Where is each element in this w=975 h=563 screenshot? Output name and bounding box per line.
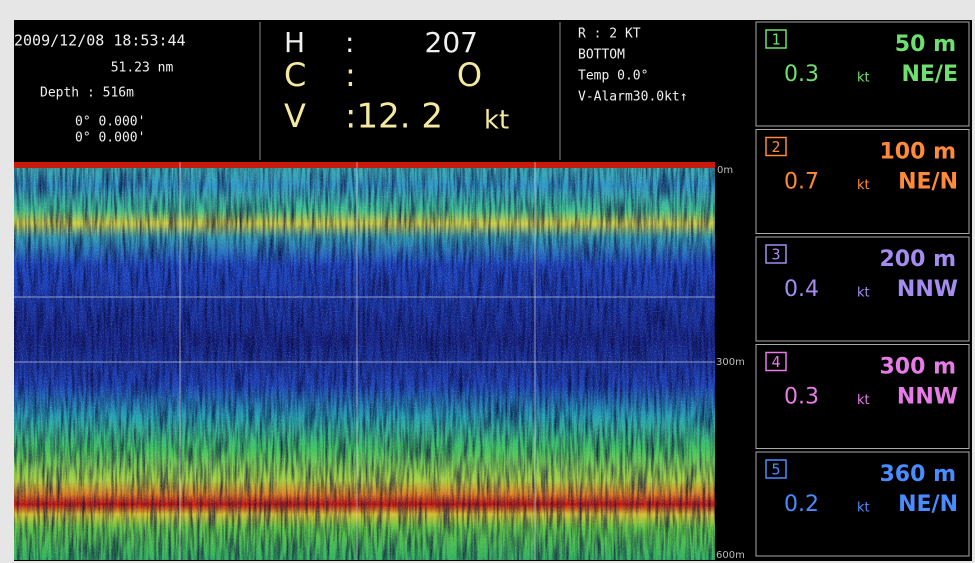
layer-depth: 100 m — [879, 140, 956, 165]
layer-speed: 0.3 — [784, 62, 819, 87]
layer-index-box — [765, 29, 787, 49]
readout-sep: : — [345, 56, 356, 94]
layer-depth: 360 m — [879, 462, 956, 487]
layer-panel — [755, 236, 970, 342]
layer-direction: NE/E — [901, 62, 958, 87]
layer-panel — [755, 21, 970, 127]
layer-unit: kt — [857, 286, 870, 301]
layer-speed: 0.4 — [784, 277, 819, 302]
layer-speed: 0.2 — [784, 492, 819, 517]
layer-depth: 50 m — [895, 32, 956, 57]
layer-index: 5 — [771, 461, 780, 479]
readout-sep: : — [345, 26, 354, 59]
depth-label: 0m — [717, 165, 733, 176]
layer-index-box — [765, 351, 787, 372]
status-line: R : 2 KT — [578, 27, 641, 42]
status-line: Temp 0.0° — [578, 69, 648, 84]
readout-label: C — [284, 56, 306, 94]
echogram: 0m 300m 600m — [14, 162, 745, 561]
layer-index: 1 — [771, 31, 780, 49]
layer-speed: 0.3 — [784, 385, 819, 410]
layer-unit: kt — [857, 501, 870, 516]
distance: 51.23 nm — [111, 61, 174, 76]
layer-index: 4 — [771, 353, 780, 371]
readout-value: O — [457, 56, 482, 94]
status-line: BOTTOM — [578, 48, 625, 63]
layer-index: 2 — [771, 138, 780, 156]
layer-unit: kt — [857, 178, 870, 193]
layer-unit: kt — [857, 71, 870, 86]
layer-direction: NNW — [897, 277, 958, 302]
readout-sep: :12. 2 — [345, 97, 443, 137]
echo-speckle — [14, 162, 715, 560]
position: 0° 0.000' — [75, 131, 145, 146]
depth: Depth : 516m — [40, 86, 134, 101]
layer-depth: 300 m — [879, 355, 956, 380]
position: 0° 0.000' — [75, 115, 145, 130]
surface-line — [14, 162, 715, 168]
layer-direction: NE/N — [898, 492, 958, 517]
layer-index-box — [765, 244, 787, 264]
readout-value: 207 — [425, 26, 478, 59]
readout-label: V — [284, 97, 306, 135]
layer-index-box — [765, 136, 787, 157]
layer-direction: NNW — [897, 385, 958, 410]
readout-unit: kt — [484, 106, 509, 136]
datetime: 2009/12/08 18:53:44 — [14, 32, 186, 50]
readout-label: H — [284, 26, 305, 59]
status-line: V-Alarm30.0kt↑ — [578, 90, 688, 105]
layer-speed: 0.7 — [784, 170, 819, 195]
layer-index: 3 — [771, 246, 780, 264]
layer-direction: NE/N — [898, 170, 958, 195]
layer-depth: 200 m — [879, 247, 956, 272]
depth-label: 600m — [716, 550, 745, 561]
depth-label: 300m — [716, 357, 745, 368]
layer-panel — [755, 129, 970, 234]
layer-panel — [755, 344, 970, 449]
layer-index-box — [765, 459, 787, 479]
layer-unit: kt — [857, 393, 870, 408]
layer-panel — [755, 451, 970, 557]
